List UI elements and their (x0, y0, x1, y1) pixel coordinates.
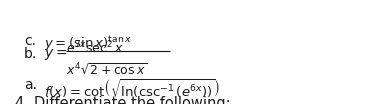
Text: $f(x) = \cot\!\left(\sqrt{\ln(\csc^{-1}(e^{6x}))}\right)$: $f(x) = \cot\!\left(\sqrt{\ln(\csc^{-1}(… (44, 78, 220, 100)
Text: c.: c. (24, 34, 36, 48)
Text: Differentiate the following:: Differentiate the following: (34, 96, 230, 104)
Text: 4.: 4. (14, 96, 28, 104)
Text: $x^4\sqrt{2+\cos x}$: $x^4\sqrt{2+\cos x}$ (66, 62, 147, 77)
Text: a.: a. (24, 78, 37, 92)
Text: $y = (\sin x)^{\tan x}$: $y = (\sin x)^{\tan x}$ (44, 34, 132, 53)
Text: $y = $: $y = $ (44, 47, 67, 62)
Text: $e^{7x}\sec^2 x$: $e^{7x}\sec^2 x$ (66, 40, 124, 57)
Text: b.: b. (24, 47, 37, 61)
